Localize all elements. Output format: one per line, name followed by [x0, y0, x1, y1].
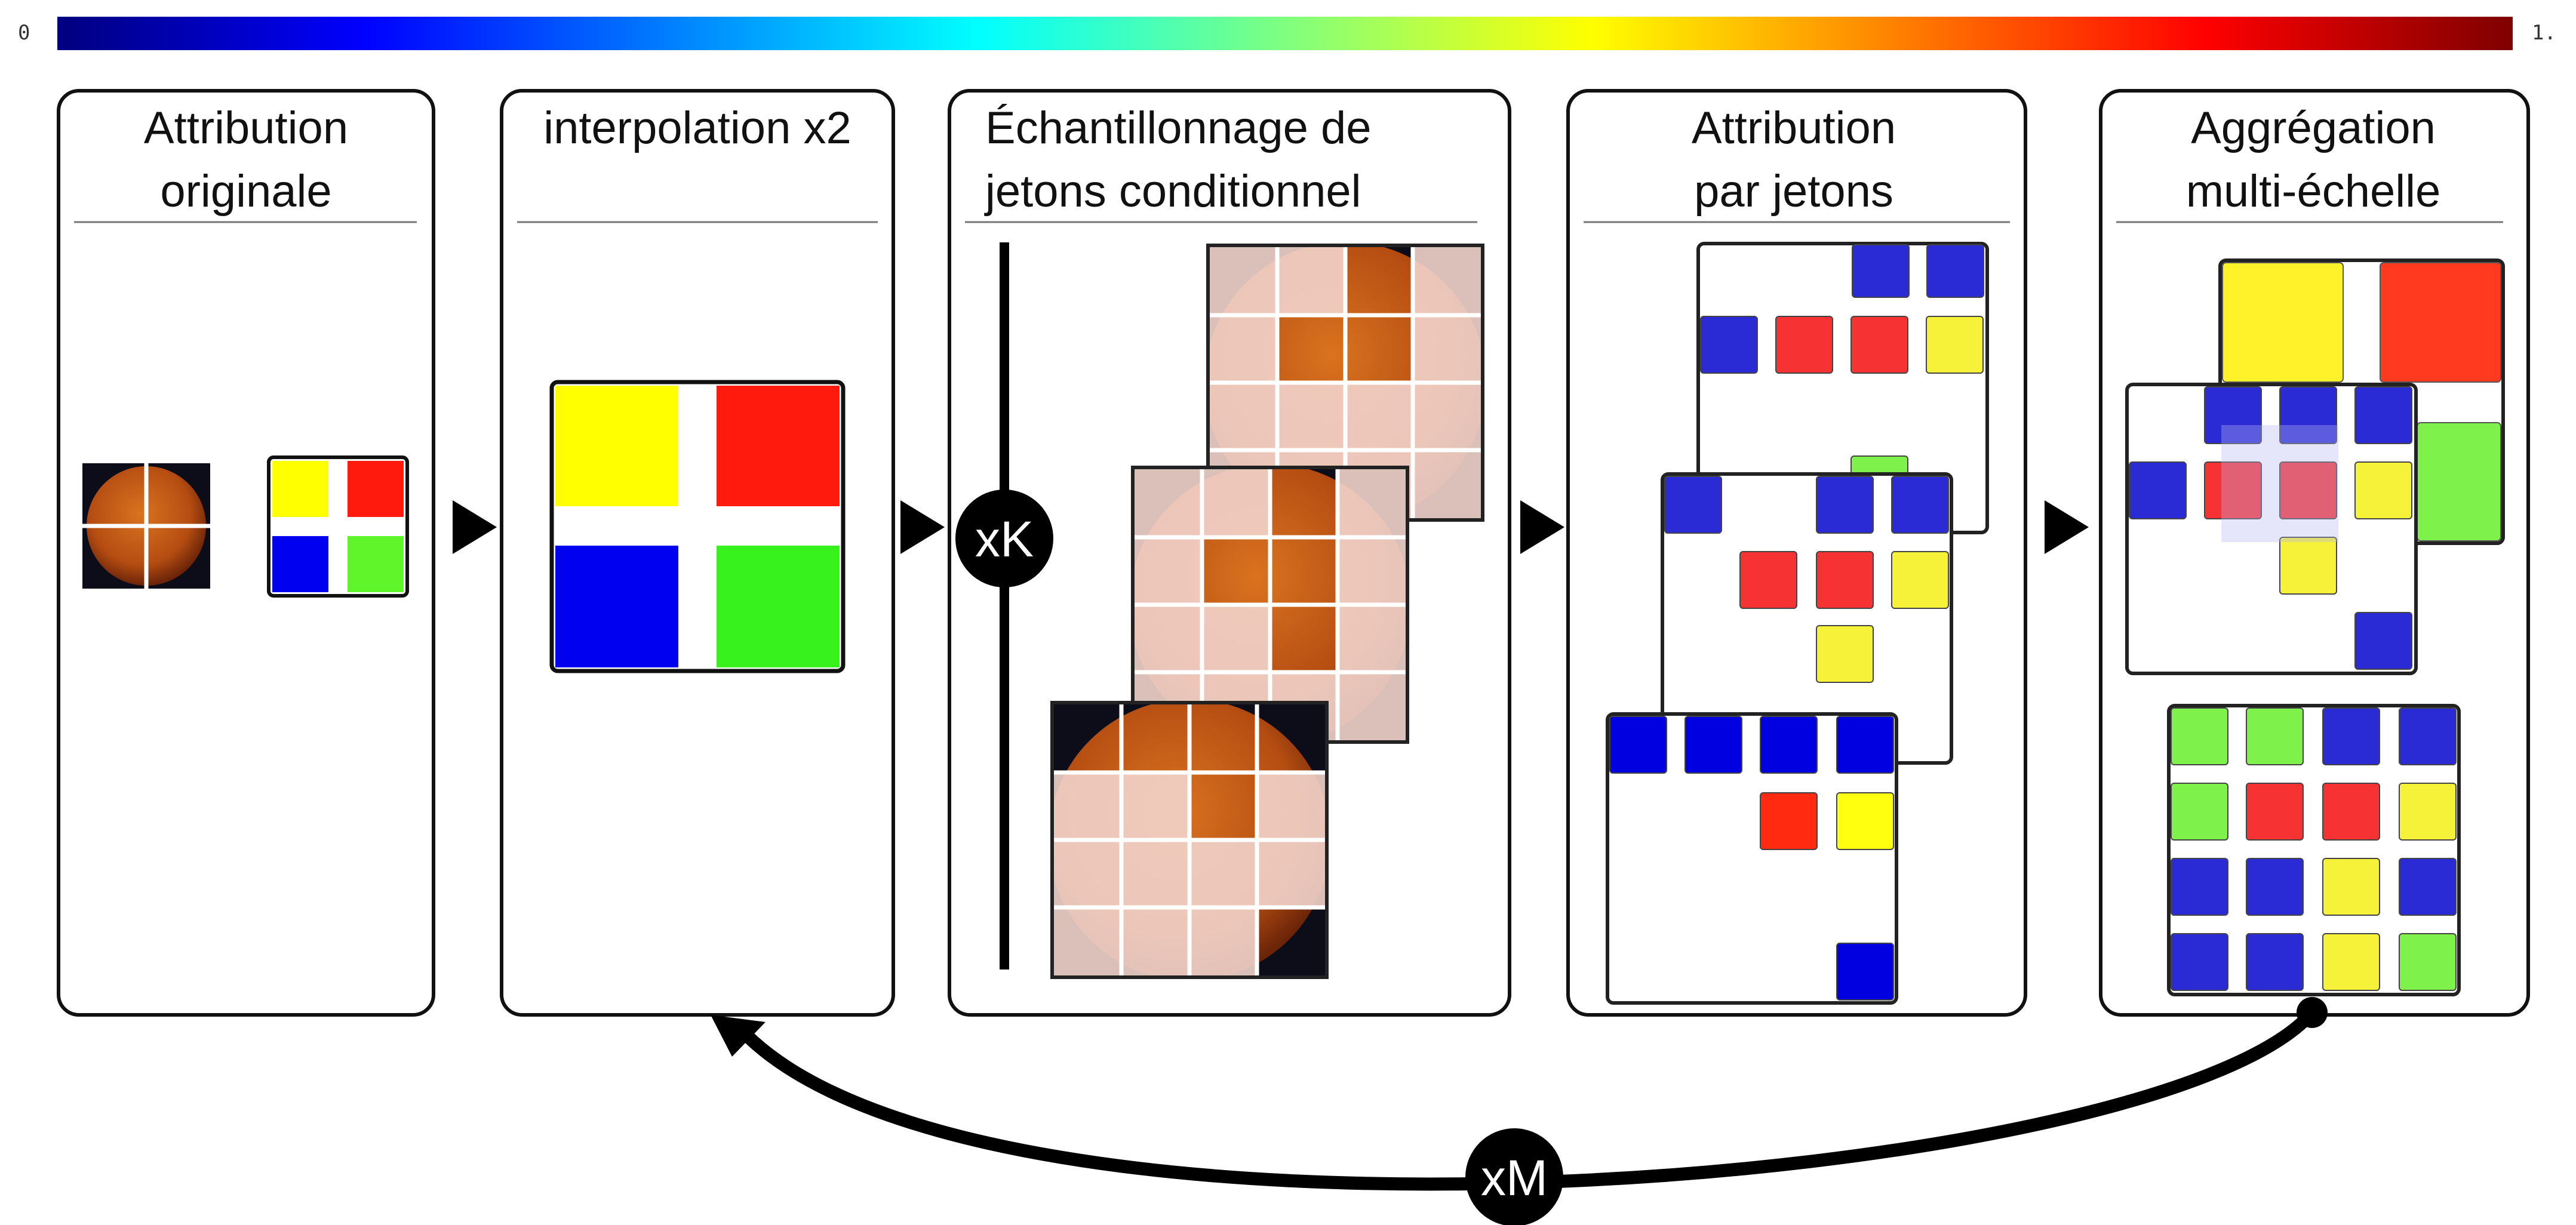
panel-aggregation: Aggrégation multi-échelle [2099, 89, 2530, 1017]
panel-frame [1566, 89, 2027, 1017]
panel-echantillonnage: Échantillonnage de jetons conditionnel [948, 89, 1511, 1017]
colorbar-gradient [57, 17, 2513, 50]
token-attribution-back [1696, 242, 1989, 534]
colorbar-min-label: 0 [18, 21, 30, 45]
play-triangle-icon [2045, 500, 2089, 554]
repeat-k-label: xK [975, 511, 1034, 567]
sampling-axis [1000, 242, 1009, 969]
play-triangle-icon [900, 500, 945, 554]
fine-scale-map [2167, 704, 2461, 996]
panel-frame [500, 89, 895, 1017]
token-attribution-middle [1661, 472, 1953, 765]
panel-title-line-2: originale [160, 166, 331, 217]
panel-title-line-2: par jetons [1694, 166, 1893, 217]
fundus-thumbnail [82, 463, 210, 589]
panel-attribution-originale: Attribution originale [57, 89, 435, 1017]
repeat-m-badge: xM [1465, 1128, 1563, 1225]
panel-attribution-jetons: Attribution par jetons [1566, 89, 2027, 1017]
colorbar-max-label: 1. [2532, 21, 2556, 45]
panel-title-line-1: Attribution [1692, 103, 1896, 153]
panel-title-line-1: Attribution [144, 103, 348, 153]
play-triangle-icon [453, 500, 497, 554]
panel-frame [948, 89, 1511, 1017]
panel-title-line-1: Échantillonnage de [985, 103, 1372, 153]
attribution-map-upsampled [549, 380, 846, 673]
panel-title-line-1: Aggrégation [2191, 103, 2436, 153]
colorbar: 0 1. [18, 17, 2556, 50]
repeat-k-badge: xK [955, 490, 1053, 587]
panel-title-line-2: jetons conditionnel [984, 166, 1361, 217]
attribution-map-small [267, 455, 409, 598]
token-sample-front [1050, 701, 1329, 979]
token-attribution-front [1606, 712, 1898, 1005]
mid-scale-map [2125, 383, 2418, 675]
panel-interpolation: interpolation x2 [500, 89, 895, 1017]
repeat-m-label: xM [1481, 1150, 1548, 1206]
panel-title-line-2: multi-échelle [2186, 166, 2441, 217]
play-triangle-icon [1520, 500, 1564, 554]
panel-frame [57, 89, 435, 1017]
panel-title-line-1: interpolation x2 [543, 103, 851, 153]
